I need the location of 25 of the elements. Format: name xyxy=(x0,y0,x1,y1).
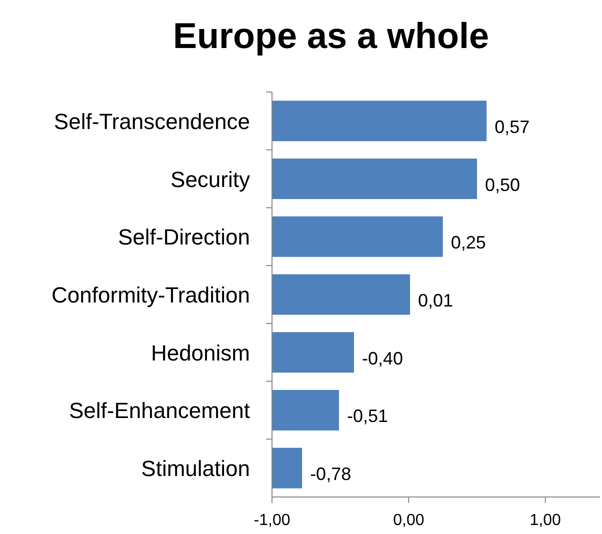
y-tick-label: Self-Direction xyxy=(118,224,250,250)
bar xyxy=(272,448,302,488)
data-label: -0,78 xyxy=(310,464,352,484)
bar xyxy=(272,274,410,315)
data-label: 0,50 xyxy=(485,174,520,195)
y-tick-label: Self-Enhancement xyxy=(69,398,250,424)
y-tick-label: Security xyxy=(170,166,250,192)
x-tick-label: 0,00 xyxy=(393,512,424,529)
chart-title: Europe as a whole xyxy=(172,15,490,56)
data-label: 0,01 xyxy=(418,290,454,310)
x-tick-label: 1,00 xyxy=(530,512,562,529)
data-label: 0,57 xyxy=(494,116,530,137)
data-label: -0,40 xyxy=(362,348,404,368)
bar xyxy=(272,390,339,430)
y-tick-label: Conformity-Tradition xyxy=(52,282,250,308)
bar xyxy=(272,100,487,142)
bar xyxy=(272,216,443,257)
x-tick-label: -1,00 xyxy=(254,512,290,529)
bar xyxy=(272,158,477,200)
data-label: -0,51 xyxy=(346,406,388,426)
y-tick-label: Hedonism xyxy=(150,340,250,366)
data-label: 0,25 xyxy=(450,232,486,253)
bar xyxy=(272,332,354,373)
y-tick-label: Self-Transcendence xyxy=(54,108,250,134)
y-tick-label: Stimulation xyxy=(141,456,250,482)
